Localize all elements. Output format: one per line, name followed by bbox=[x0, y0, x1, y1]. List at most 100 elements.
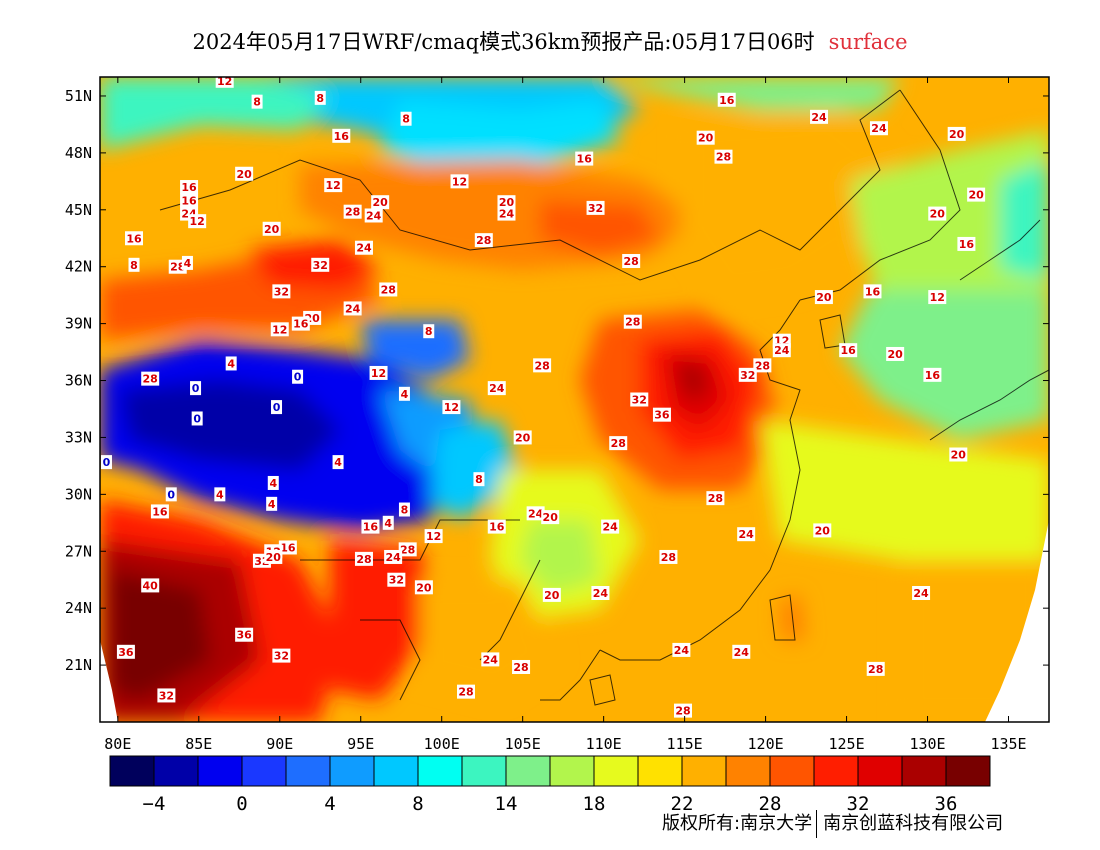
contour-label-text: 28 bbox=[868, 663, 883, 676]
contour-label: 20 bbox=[814, 290, 833, 305]
colorbar-swatch bbox=[725, 755, 771, 787]
colorbar-label: 0 bbox=[236, 793, 247, 815]
contour-label: 20 bbox=[264, 549, 283, 564]
contour-label-text: 28 bbox=[661, 551, 676, 564]
contour-label-box bbox=[262, 221, 281, 236]
contour-label-text: 24 bbox=[913, 587, 929, 600]
lat-tick-label: 30N bbox=[65, 485, 92, 503]
contour-label: 28 bbox=[474, 233, 493, 248]
contour-label-text: 28 bbox=[675, 705, 690, 718]
contour-label-box bbox=[398, 502, 410, 517]
contour-label-text: 4 bbox=[268, 498, 276, 511]
contour-label-text: 24 bbox=[489, 382, 505, 395]
contour-label: 28 bbox=[354, 551, 373, 566]
contour-label-text: 8 bbox=[316, 92, 324, 105]
contour-label-text: 16 bbox=[865, 285, 881, 298]
contour-label: 24 bbox=[526, 506, 545, 520]
colorbar-swatch bbox=[901, 755, 947, 787]
contour-label-text: 28 bbox=[356, 553, 371, 566]
contour-label-text: 28 bbox=[170, 261, 185, 274]
lat-tick-label: 51N bbox=[65, 87, 92, 105]
contour-label: 8 bbox=[473, 472, 485, 487]
contour-label: 24 bbox=[601, 519, 620, 534]
contour-label: 20 bbox=[235, 166, 254, 181]
contour-label-box bbox=[379, 282, 398, 297]
contour-label: 28 bbox=[512, 659, 531, 674]
contour-label-text: 24 bbox=[366, 209, 382, 222]
contour-label-box bbox=[863, 284, 882, 299]
contour-label: 20 bbox=[947, 126, 966, 141]
contour-label: 32 bbox=[586, 200, 605, 215]
contour-label-text: 16 bbox=[925, 369, 941, 382]
contour-label-box bbox=[235, 627, 254, 642]
contour-label: 28 bbox=[753, 358, 772, 373]
contour-label: 28 bbox=[456, 684, 475, 699]
lon-tick-label: 80E bbox=[104, 735, 131, 753]
contour-label-box bbox=[314, 90, 326, 105]
contour-label-box bbox=[696, 130, 715, 145]
contour-label-box bbox=[450, 174, 469, 189]
contour-label: 28 bbox=[866, 661, 885, 676]
contour-label: 8 bbox=[398, 502, 410, 517]
contour-label-box bbox=[270, 322, 289, 337]
contour-label: 20 bbox=[696, 130, 715, 145]
contour-label-box bbox=[332, 455, 344, 470]
contour-label-text: 20 bbox=[236, 168, 252, 181]
contour-label-text: 8 bbox=[130, 259, 138, 272]
lat-tick-label: 27N bbox=[65, 542, 92, 560]
contour-label-text: 28 bbox=[513, 661, 528, 674]
contour-label: 4 bbox=[181, 255, 193, 270]
contour-label-box bbox=[100, 455, 112, 470]
contour-label-box bbox=[311, 257, 330, 272]
contour-label: 0 bbox=[292, 369, 304, 384]
contour-label-text: 20 bbox=[968, 189, 984, 202]
contour-label-box bbox=[601, 519, 620, 534]
contour-label-text: 28 bbox=[534, 359, 549, 372]
contour-label-text: 16 bbox=[959, 238, 975, 251]
contour-label-text: 20 bbox=[373, 196, 389, 209]
contour-label: 16 bbox=[180, 180, 199, 195]
contour-label: 28 bbox=[674, 703, 693, 718]
contour-label-box bbox=[400, 111, 412, 126]
contour-label-box bbox=[116, 644, 135, 659]
contour-label: 28 bbox=[379, 282, 398, 297]
contour-label-text: 16 bbox=[293, 318, 309, 331]
contour-label-text: 28 bbox=[476, 234, 491, 247]
contour-label-text: 12 bbox=[452, 175, 467, 188]
contour-label: 32 bbox=[311, 257, 330, 272]
contour-label-text: 24 bbox=[674, 644, 690, 657]
contour-label: 12 bbox=[324, 178, 343, 193]
contour-label-text: 0 bbox=[294, 371, 302, 384]
boundaries bbox=[159, 89, 1049, 706]
contour-label-text: 16 bbox=[334, 130, 350, 143]
contour-label: 12 bbox=[442, 400, 461, 415]
contour-label-box bbox=[947, 126, 966, 141]
contour-label: 8 bbox=[251, 94, 263, 109]
contour-label-box bbox=[714, 149, 733, 164]
lon-tick-label: 105E bbox=[505, 735, 541, 753]
contour-label-text: 28 bbox=[458, 686, 473, 699]
colorbar-label: 14 bbox=[495, 793, 518, 815]
colorbar-label: 8 bbox=[412, 793, 423, 815]
contour-label: 16 bbox=[180, 193, 199, 208]
contour-label: 16 bbox=[291, 316, 310, 331]
contour-label-box bbox=[512, 659, 531, 674]
contour-label-text: 16 bbox=[719, 94, 735, 107]
contour-label-text: 32 bbox=[389, 574, 404, 587]
contour-label-text: 24 bbox=[871, 122, 887, 135]
lon-tick-label: 85E bbox=[185, 735, 212, 753]
colorbar-swatch bbox=[241, 755, 287, 787]
lon-tick-label: 115E bbox=[667, 735, 703, 753]
contour-label-box bbox=[292, 369, 304, 384]
contour-label-box bbox=[866, 661, 885, 676]
contour-label-text: 20 bbox=[544, 589, 560, 602]
contour-label-text: 28 bbox=[345, 206, 360, 219]
lat-tick-label: 33N bbox=[65, 428, 92, 446]
contour-label-text: 24 bbox=[356, 242, 372, 255]
colorbar-swatch bbox=[945, 755, 991, 787]
contour-label: 24 bbox=[810, 109, 829, 124]
contour-label-text: 36 bbox=[236, 629, 252, 642]
contour-label-box bbox=[354, 240, 373, 255]
contour-label-box bbox=[706, 491, 725, 506]
contour-label-box bbox=[384, 549, 403, 564]
